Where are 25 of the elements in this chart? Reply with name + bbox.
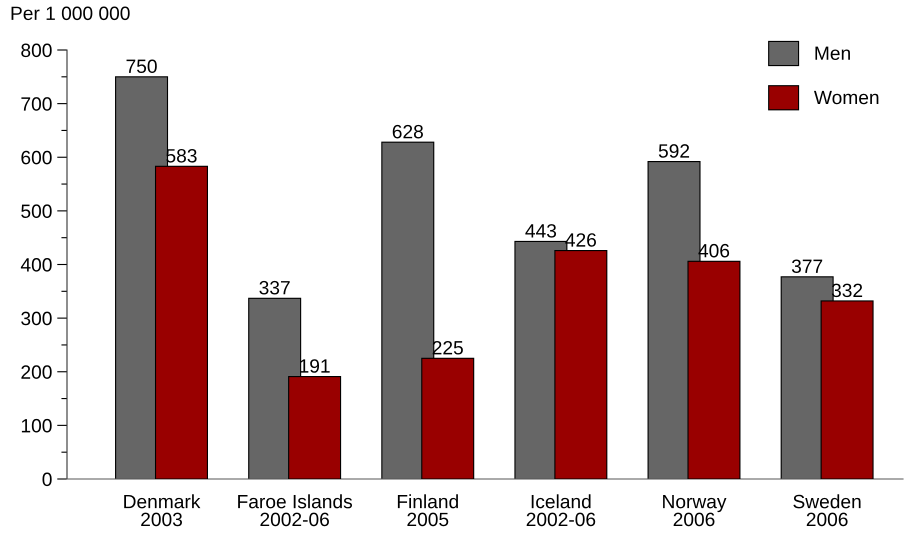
data-label: 377	[792, 259, 822, 274]
y-tick-label: 0	[42, 472, 52, 486]
x-tick-label: Denmark 2003	[124, 494, 200, 526]
legend-label: Men	[815, 46, 850, 60]
y-tick-label: 500	[21, 204, 52, 218]
x-tick-label: Sweden 2006	[793, 494, 861, 526]
y-tick-label: 100	[22, 418, 52, 433]
legend-label: Women	[814, 90, 878, 104]
data-label: 443	[525, 224, 556, 238]
y-axis-title: Per 1 000 000	[12, 6, 130, 20]
y-tick-label: 800	[21, 44, 52, 58]
data-label: 592	[658, 144, 690, 158]
data-label: 426	[565, 233, 596, 247]
x-tick-label: Norway 2006	[663, 494, 726, 526]
data-label: 628	[392, 124, 423, 138]
y-tick-label: 200	[21, 365, 52, 379]
y-tick-label: 600	[21, 150, 52, 164]
y-tick-label: 300	[21, 312, 52, 326]
x-tick-label: Faroe Islands 2002-06	[238, 494, 352, 526]
data-label: 337	[259, 280, 290, 294]
y-tick-label: 400	[20, 258, 52, 272]
y-tick-label: 700	[21, 97, 52, 111]
x-tick-label: Iceland 2002-06	[526, 494, 596, 526]
x-tick-label: Finland 2005	[398, 494, 458, 526]
data-label: 750	[126, 59, 157, 74]
